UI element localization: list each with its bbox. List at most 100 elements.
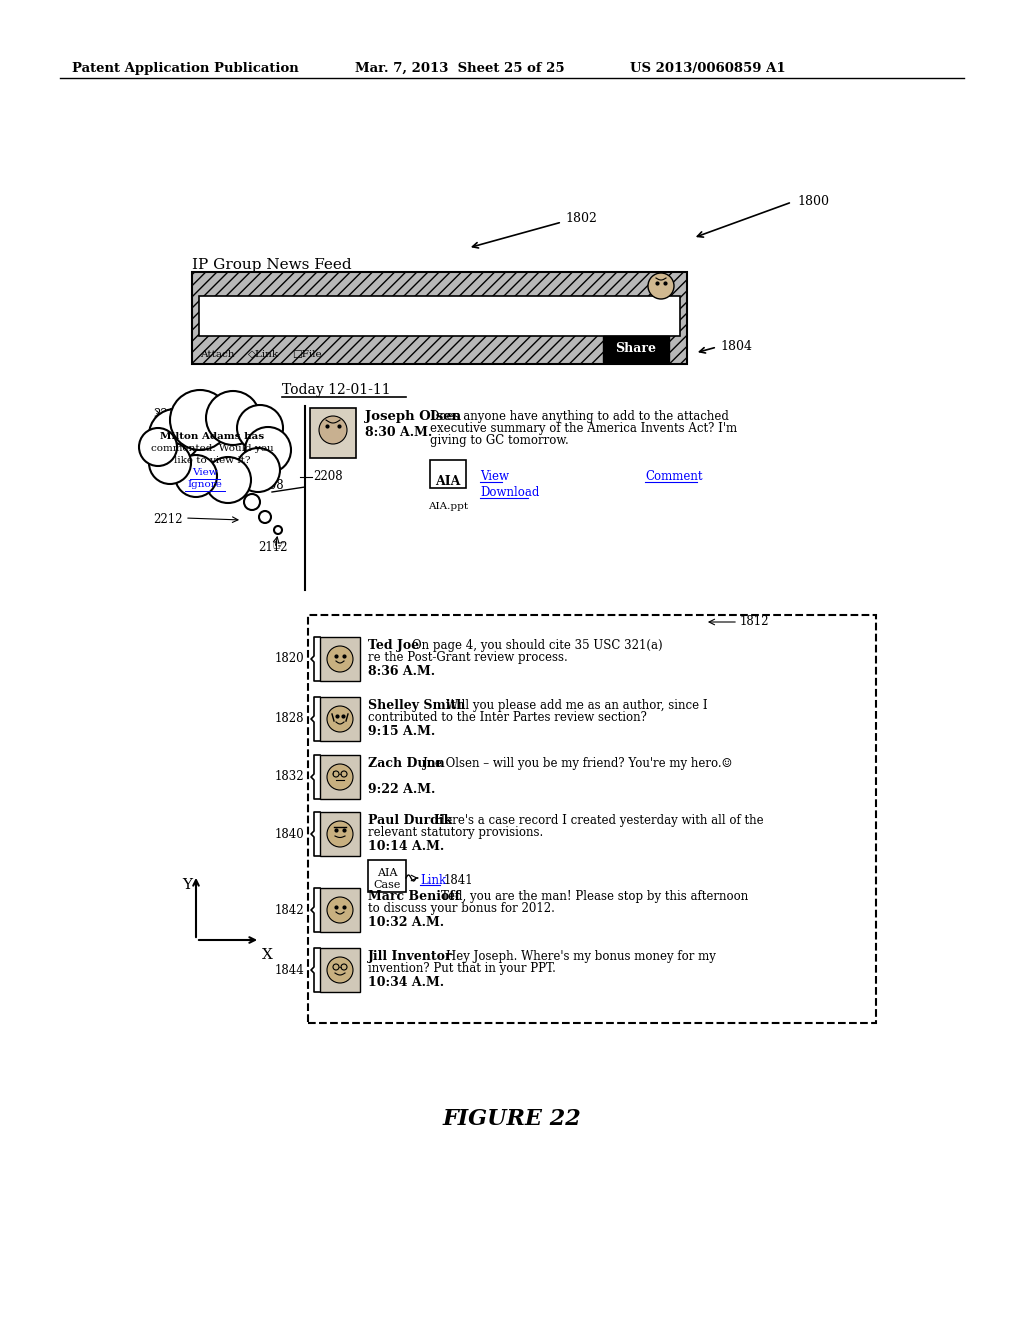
Text: Comment: Comment: [645, 470, 702, 483]
Circle shape: [206, 391, 260, 445]
Text: 1800: 1800: [797, 195, 829, 209]
Text: executive summary of the America Invents Act? I'm: executive summary of the America Invents…: [430, 422, 737, 436]
Text: Here's a case record I created yesterday with all of the: Here's a case record I created yesterday…: [435, 814, 764, 828]
Text: Share: Share: [615, 342, 656, 355]
Circle shape: [319, 416, 347, 444]
Circle shape: [327, 821, 353, 847]
Circle shape: [259, 511, 271, 523]
Text: Jill Inventor: Jill Inventor: [368, 950, 453, 964]
Circle shape: [327, 645, 353, 672]
Text: View: View: [480, 470, 509, 483]
Text: ☞: ☞: [272, 539, 286, 553]
Text: contributed to the Inter Partes review section?: contributed to the Inter Partes review s…: [368, 711, 647, 723]
Text: 2212: 2212: [153, 513, 182, 525]
Circle shape: [139, 428, 177, 466]
FancyBboxPatch shape: [368, 861, 406, 892]
Text: Attach: Attach: [200, 350, 234, 359]
Text: 9:15 A.M.: 9:15 A.M.: [368, 725, 435, 738]
Text: X: X: [262, 948, 272, 962]
FancyBboxPatch shape: [319, 888, 360, 932]
Circle shape: [648, 273, 674, 300]
Text: □File: □File: [292, 350, 322, 359]
FancyBboxPatch shape: [319, 948, 360, 993]
Circle shape: [327, 706, 353, 733]
Text: Mar. 7, 2013  Sheet 25 of 25: Mar. 7, 2013 Sheet 25 of 25: [355, 62, 564, 75]
Circle shape: [327, 898, 353, 923]
Text: 1812: 1812: [740, 615, 769, 628]
FancyBboxPatch shape: [319, 755, 360, 799]
Circle shape: [150, 409, 201, 461]
Text: commented. Would you: commented. Would you: [151, 444, 273, 453]
Text: AIA: AIA: [435, 475, 461, 488]
Text: 10:32 A.M.: 10:32 A.M.: [368, 916, 444, 929]
Text: ◇Link: ◇Link: [248, 350, 280, 359]
Text: Paul Durdik: Paul Durdik: [368, 814, 453, 828]
Circle shape: [236, 447, 280, 492]
FancyBboxPatch shape: [319, 697, 360, 741]
Text: 1804: 1804: [720, 341, 752, 352]
Text: Link: Link: [420, 874, 446, 887]
Circle shape: [170, 389, 230, 450]
Text: Patent Application Publication: Patent Application Publication: [72, 62, 299, 75]
Text: giving to GC tomorrow.: giving to GC tomorrow.: [430, 434, 568, 447]
Text: Ted Joe: Ted Joe: [368, 639, 419, 652]
FancyBboxPatch shape: [319, 812, 360, 855]
Circle shape: [327, 957, 353, 983]
Text: 10:14 A.M.: 10:14 A.M.: [368, 840, 444, 853]
FancyBboxPatch shape: [603, 337, 669, 362]
Text: Does anyone have anything to add to the attached: Does anyone have anything to add to the …: [430, 411, 729, 422]
Circle shape: [245, 426, 291, 473]
Text: invention? Put that in your PPT.: invention? Put that in your PPT.: [368, 962, 556, 975]
Circle shape: [205, 457, 251, 503]
FancyBboxPatch shape: [308, 615, 876, 1023]
Text: 1828: 1828: [274, 713, 304, 726]
Text: Today 12-01-11: Today 12-01-11: [282, 383, 390, 397]
Text: relevant statutory provisions.: relevant statutory provisions.: [368, 826, 544, 840]
Text: Ted, you are the man! Please stop by this afternoon: Ted, you are the man! Please stop by thi…: [440, 890, 748, 903]
Circle shape: [274, 525, 282, 535]
Text: AIA.ppt: AIA.ppt: [428, 502, 468, 511]
Text: 1841: 1841: [444, 874, 474, 887]
Circle shape: [327, 764, 353, 789]
Text: IP Group News Feed: IP Group News Feed: [193, 257, 351, 272]
Text: FIGURE 22: FIGURE 22: [442, 1107, 582, 1130]
Text: 1820: 1820: [274, 652, 304, 665]
Text: Marc Benioff: Marc Benioff: [368, 890, 460, 903]
Circle shape: [150, 442, 191, 484]
Text: Zach Dunn: Zach Dunn: [368, 756, 444, 770]
FancyBboxPatch shape: [319, 638, 360, 681]
Text: 2208: 2208: [313, 470, 343, 483]
Text: Ignore: Ignore: [187, 480, 222, 488]
Text: 9:22 A.M.: 9:22 A.M.: [368, 783, 435, 796]
Text: Hey Joseph. Where's my bonus money for my: Hey Joseph. Where's my bonus money for m…: [446, 950, 716, 964]
Text: 1840: 1840: [274, 828, 304, 841]
Text: 1842: 1842: [274, 903, 304, 916]
Text: AIA: AIA: [377, 869, 397, 878]
Text: View: View: [193, 469, 218, 477]
Text: 8:30 A.M.: 8:30 A.M.: [365, 426, 432, 440]
Text: US 2013/0060859 A1: US 2013/0060859 A1: [630, 62, 785, 75]
Text: Download: Download: [480, 486, 540, 499]
FancyBboxPatch shape: [310, 408, 356, 458]
FancyBboxPatch shape: [193, 272, 687, 364]
Text: On page 4, you should cite 35 USC 321(a): On page 4, you should cite 35 USC 321(a): [412, 639, 663, 652]
Text: 1808: 1808: [255, 479, 285, 492]
Text: like to view it?: like to view it?: [174, 455, 250, 465]
Text: 1844: 1844: [274, 964, 304, 977]
Text: 2112: 2112: [258, 541, 288, 554]
Circle shape: [237, 405, 283, 451]
FancyBboxPatch shape: [430, 459, 466, 488]
Text: Will you please add me as an author, since I: Will you please add me as an author, sin…: [446, 700, 708, 711]
Text: Y: Y: [182, 878, 193, 892]
Text: 8:36 A.M.: 8:36 A.M.: [368, 665, 435, 678]
Text: Case: Case: [374, 880, 400, 890]
Circle shape: [175, 455, 217, 498]
Text: re the Post-Grant review process.: re the Post-Grant review process.: [368, 651, 567, 664]
Text: Shelley Smith: Shelley Smith: [368, 700, 465, 711]
Text: Joseph Olsen: Joseph Olsen: [365, 411, 461, 422]
Circle shape: [244, 494, 260, 510]
Text: 10:34 A.M.: 10:34 A.M.: [368, 975, 444, 989]
Text: 2204: 2204: [153, 408, 182, 421]
Text: Milton Adams has: Milton Adams has: [160, 432, 264, 441]
Text: 1832: 1832: [274, 771, 304, 784]
